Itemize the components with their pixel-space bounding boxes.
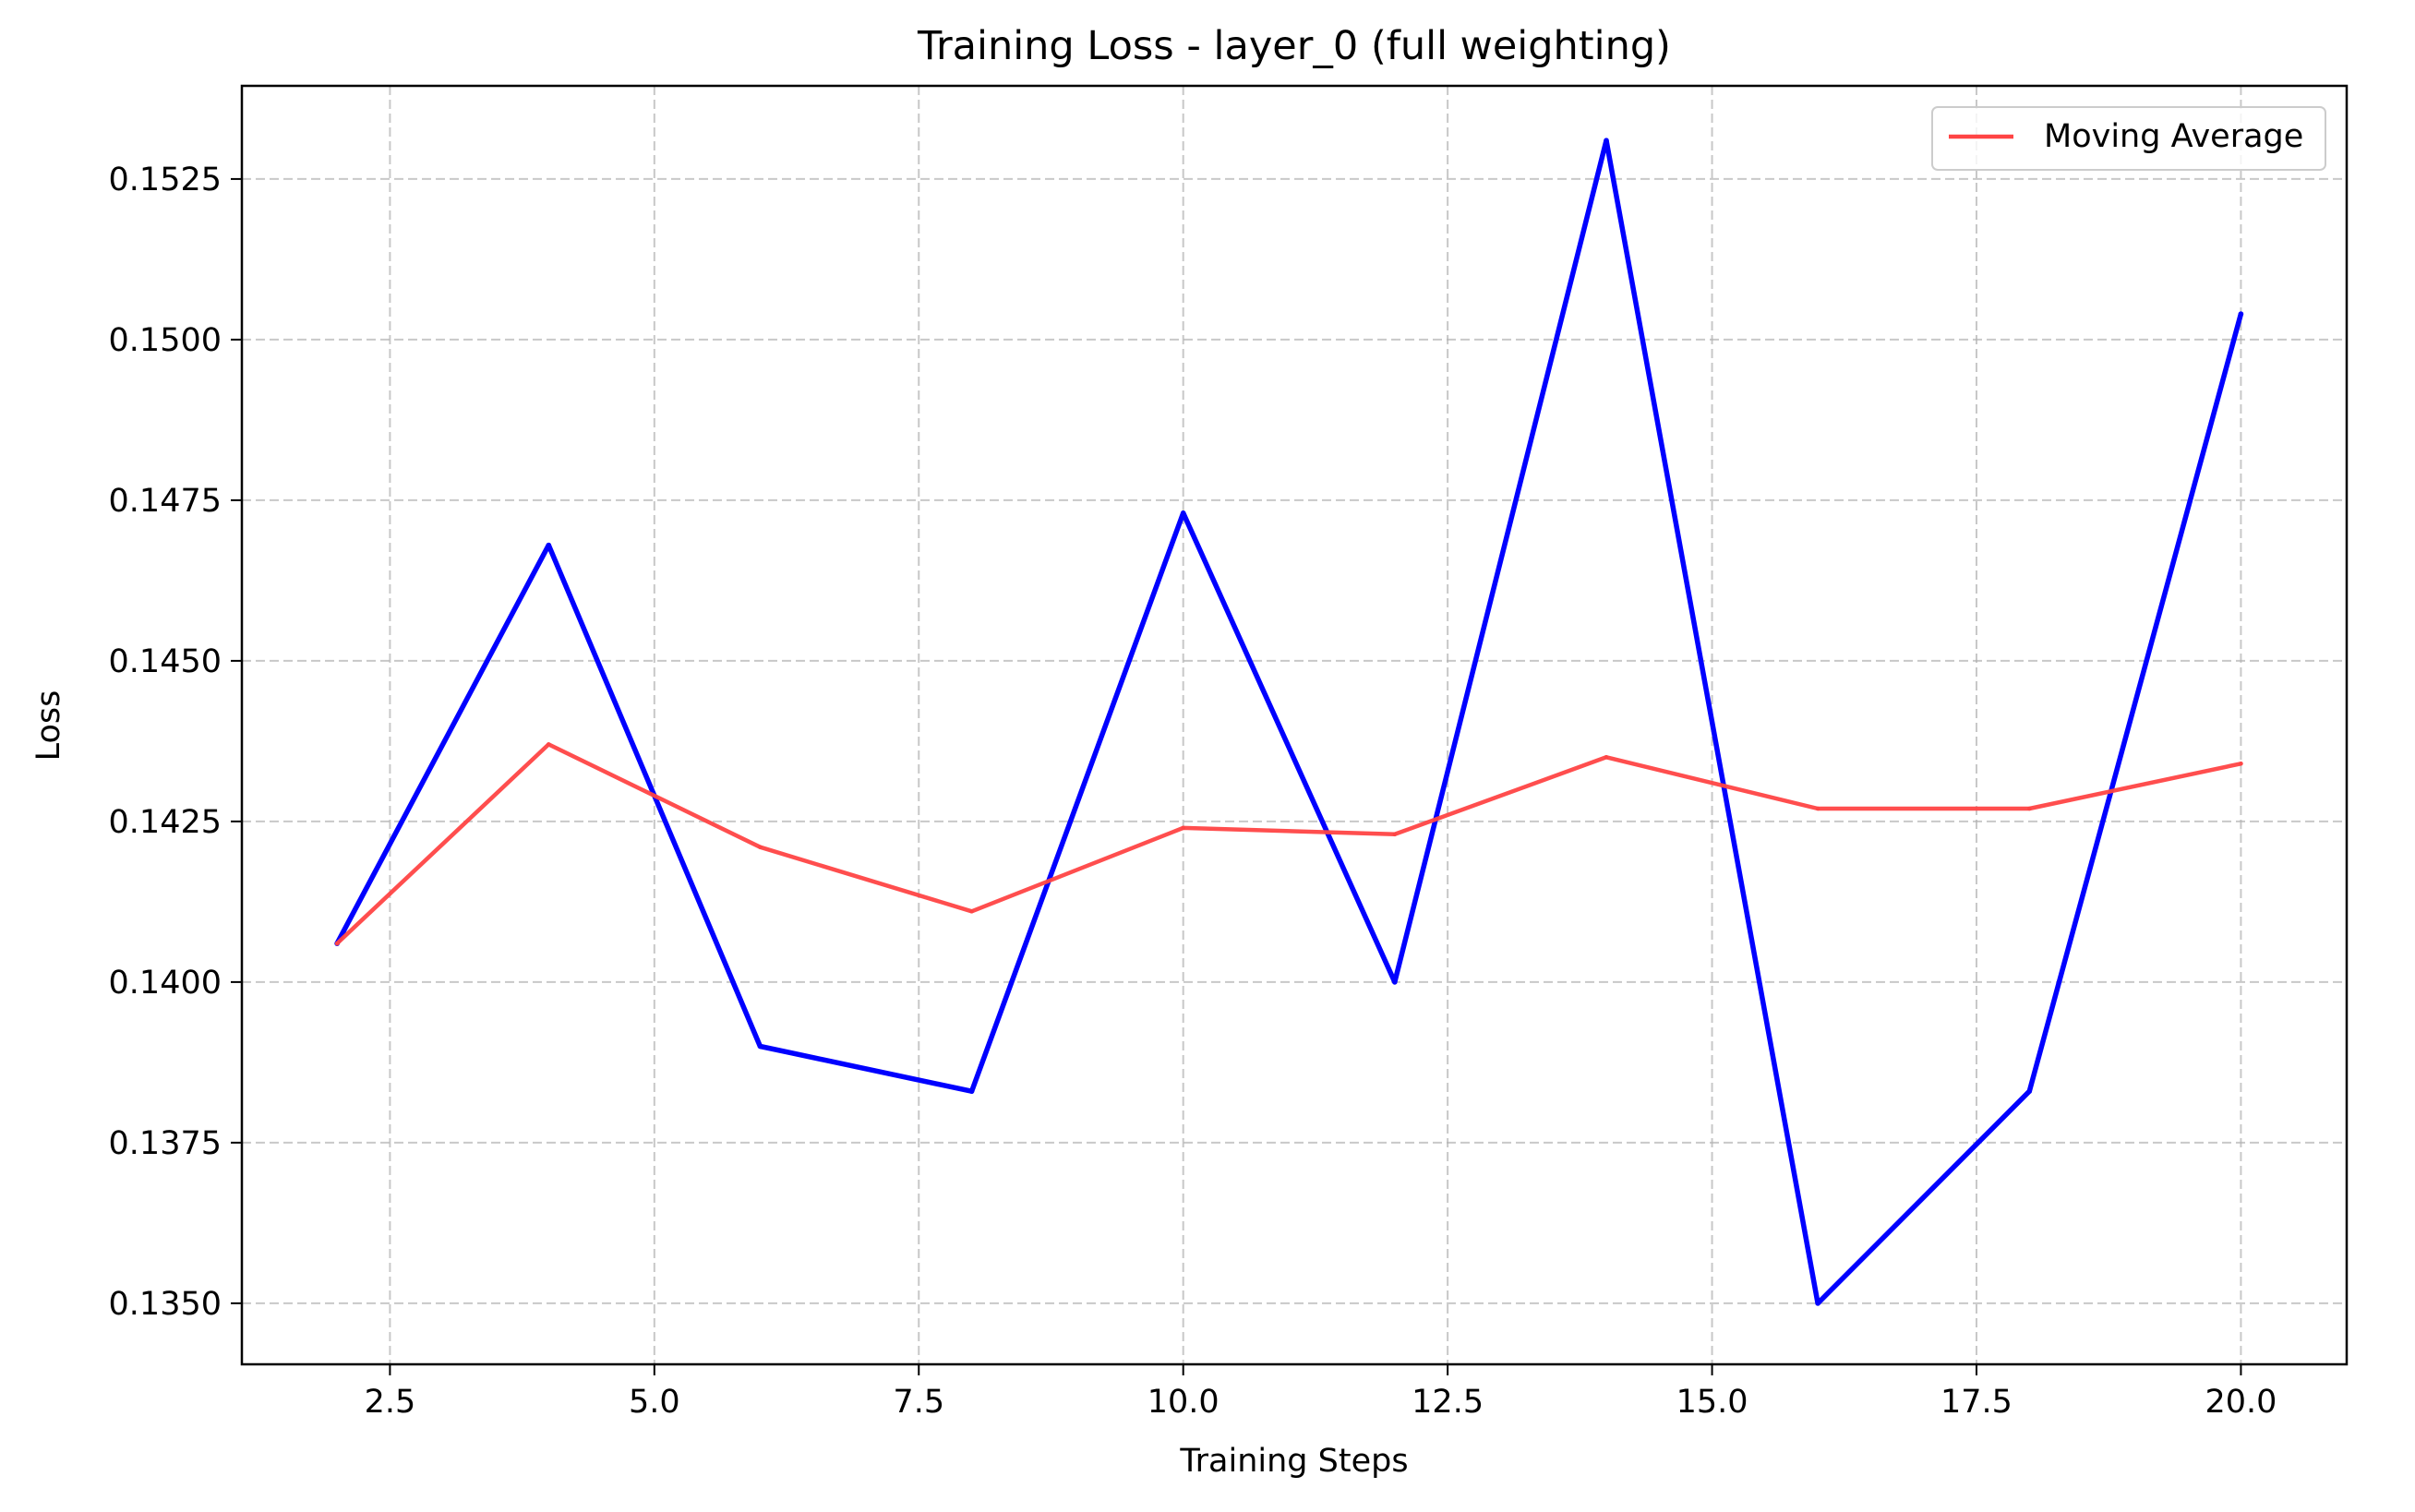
- y-tick-label: 0.1350: [109, 1286, 222, 1323]
- loss-data-point: [757, 1043, 763, 1050]
- y-tick-label: 0.1375: [109, 1125, 222, 1162]
- x-tick-label: 5.0: [629, 1384, 680, 1421]
- axis-ticks: 2.5 5.0 7.5 10.0 12.5 15.0 17.5 20.0 0.1350 0.137…: [109, 162, 2277, 1421]
- y-tick-label: 0.1400: [109, 965, 222, 1002]
- moving-average-data-point: [547, 742, 551, 747]
- moving-average-data-point: [1604, 755, 1609, 760]
- moving-average-data-point: [334, 941, 340, 946]
- loss-data-point: [2238, 311, 2244, 317]
- loss-data-point: [1180, 510, 1186, 516]
- x-tick-label: 2.5: [365, 1384, 416, 1421]
- loss-data-point: [546, 542, 552, 548]
- moving-average-series-line: [334, 742, 2243, 946]
- moving-average-data-point: [969, 909, 974, 914]
- legend: Moving Average: [1931, 106, 2326, 171]
- y-tick-label: 0.1425: [109, 804, 222, 841]
- plot-frame: [240, 84, 2349, 1366]
- loss-data-point: [968, 1088, 975, 1094]
- series-lines: [334, 138, 2244, 1306]
- y-tick-label: 0.1475: [109, 483, 222, 520]
- x-tick-label: 7.5: [893, 1384, 944, 1421]
- loss-data-point: [2026, 1088, 2033, 1094]
- x-axis-label: Training Steps: [1179, 1443, 1408, 1480]
- legend-label: Moving Average: [2044, 118, 2303, 155]
- y-tick-label: 0.1500: [109, 322, 222, 359]
- moving-average-data-point: [758, 845, 763, 849]
- moving-average-data-point: [1392, 832, 1398, 837]
- y-tick-label: 0.1450: [109, 643, 222, 680]
- moving-average-data-point: [1815, 806, 1820, 811]
- moving-average-data-point: [1181, 825, 1185, 831]
- loss-data-point: [1392, 979, 1398, 985]
- x-tick-label: 17.5: [1940, 1384, 2012, 1421]
- x-tick-label: 15.0: [1676, 1384, 1748, 1421]
- loss-data-point: [1815, 1301, 1820, 1306]
- loss-data-point: [1604, 138, 1609, 143]
- x-tick-label: 20.0: [2205, 1384, 2277, 1421]
- legend-box: [1931, 106, 2326, 171]
- grid: [242, 86, 2347, 1364]
- y-tick-label: 0.1525: [109, 162, 222, 198]
- y-axis-label: Loss: [30, 690, 67, 762]
- moving-average-data-point: [2027, 806, 2032, 811]
- x-tick-label: 10.0: [1147, 1384, 1220, 1421]
- chart-title: Training Loss - layer_0 (full weighting): [917, 23, 1671, 69]
- x-tick-label: 12.5: [1412, 1384, 1484, 1421]
- moving-average-data-point: [2239, 762, 2243, 766]
